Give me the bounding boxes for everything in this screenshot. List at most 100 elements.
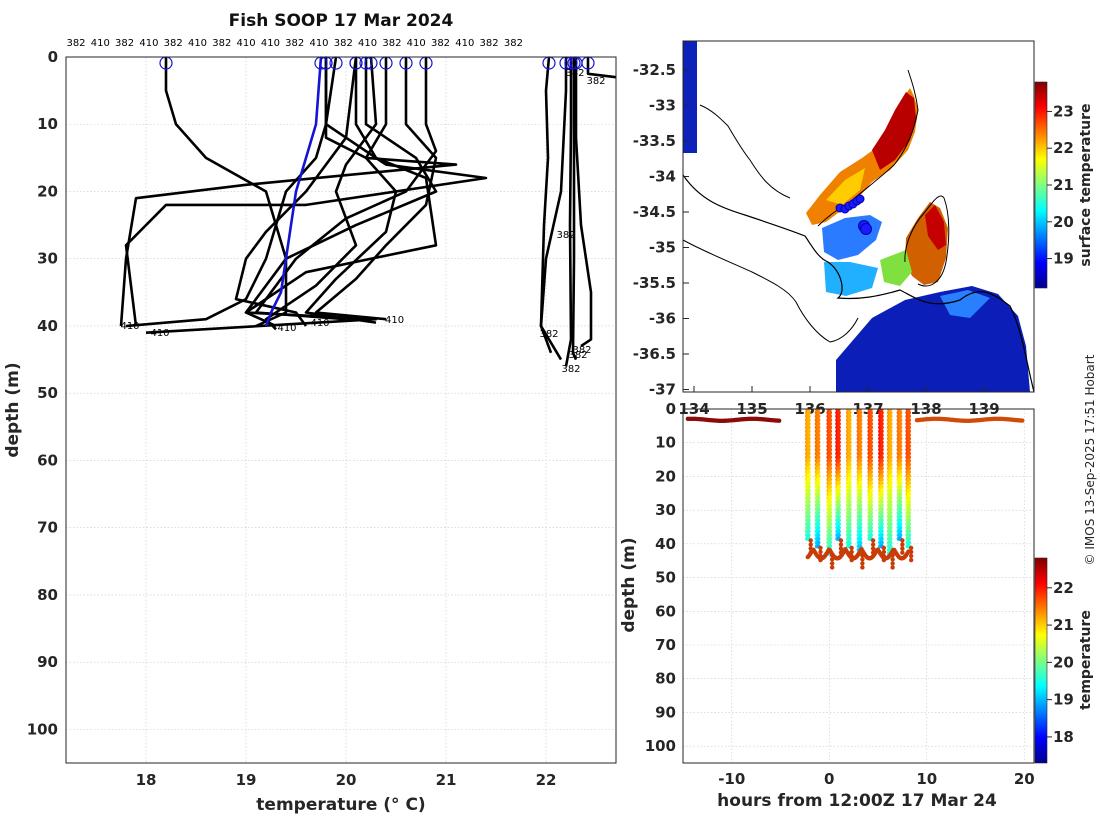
cast-point (827, 410, 833, 415)
cast-point (816, 484, 821, 489)
cast-point (868, 443, 874, 449)
cast-point (847, 540, 852, 545)
cast-point (847, 462, 852, 467)
cast-point (898, 503, 903, 508)
cast-point (836, 477, 841, 482)
cast-point (806, 492, 811, 497)
time-depth-axes-box (682, 408, 1035, 764)
profile-y-tick-50: 50 (37, 384, 58, 402)
cast-point (858, 451, 863, 456)
cast-point (806, 432, 811, 438)
cast-point (827, 525, 833, 530)
map-station-7 (860, 223, 872, 235)
cast-point (827, 455, 833, 460)
cast-point (879, 455, 884, 460)
west-cold-strip (683, 41, 697, 153)
cast-point (898, 440, 903, 445)
cast-point (816, 409, 821, 412)
cast-point (827, 521, 833, 527)
cast-point (827, 436, 833, 441)
cast-point (868, 507, 874, 512)
cast-point (898, 421, 903, 426)
cast-point (806, 481, 811, 486)
cast-point (847, 532, 852, 538)
cast-point (806, 414, 811, 419)
cast-point (847, 443, 852, 449)
cast-point (827, 492, 833, 497)
cast-point (879, 409, 884, 412)
cast-point (898, 510, 903, 515)
cast-point (836, 436, 841, 441)
cast-point (906, 425, 912, 430)
cast-point (816, 425, 821, 430)
cast-point (836, 455, 841, 460)
cast-point (806, 410, 811, 415)
cast-point (816, 440, 821, 445)
map-colorbar-label: surface temperature (1078, 103, 1094, 266)
cast-point (816, 414, 821, 419)
cast-point (868, 451, 874, 456)
cast-point (858, 536, 863, 541)
cast-point (836, 507, 841, 512)
bottom-trace-point (906, 549, 911, 554)
cast-point (858, 484, 863, 489)
cast-point (888, 447, 893, 452)
cast-point (827, 544, 833, 549)
cast-point (806, 451, 811, 456)
cast-point (858, 414, 863, 419)
cast-point (868, 477, 874, 482)
profile-end-label-5: 382 (556, 230, 575, 241)
colorbar-tick-19: 19 (1053, 691, 1074, 709)
cast-point (879, 525, 884, 530)
cast-point (847, 410, 852, 415)
coastline-west (699, 104, 791, 199)
colorbar-tick-20: 20 (1053, 213, 1074, 231)
bottom-point (870, 542, 876, 547)
profile-line-7 (314, 57, 438, 321)
cast-point (858, 521, 863, 527)
cast-point (898, 469, 903, 475)
cast-point (858, 466, 863, 471)
map-y-tick--35.5: -35.5 (633, 274, 676, 292)
cast-point (898, 488, 903, 493)
cast-point (906, 414, 912, 419)
cast-point (806, 429, 811, 434)
cast-point (858, 447, 863, 452)
cast-point (906, 443, 912, 449)
cast-point (827, 451, 833, 456)
time-depth-x-tick--10: -10 (718, 770, 745, 788)
bottom-point (860, 557, 865, 562)
cast-point (879, 518, 884, 523)
cast-point (858, 503, 863, 508)
profile-end-label-10: 382 (565, 68, 584, 79)
cast-point (816, 458, 821, 464)
coastline-st-vincent (904, 195, 950, 287)
cast-point (827, 469, 833, 475)
cast-point (858, 462, 863, 467)
cast-point (827, 409, 833, 412)
cast-point (868, 466, 874, 471)
profile-end-label-7: 382 (572, 345, 591, 356)
cast-point (827, 425, 833, 430)
cast-point (806, 458, 811, 464)
time-depth-y-tick-50: 50 (655, 569, 676, 587)
cast-point (858, 510, 863, 515)
cast-point (868, 484, 874, 489)
cast-point (847, 514, 852, 519)
cast-point (906, 473, 912, 478)
cast-point (879, 436, 884, 441)
profile-line-1 (125, 57, 328, 328)
time-depth-y-ticks: 0 10 20 30 40 50 60 70 80 90 100 (645, 400, 676, 755)
cast-point (868, 514, 874, 519)
cast-point (898, 521, 903, 527)
cast-point (906, 525, 912, 530)
map-y-tick--34: -34 (649, 168, 676, 186)
cast-point (888, 488, 893, 493)
cast-point (827, 518, 833, 523)
map-y-tick--33: -33 (649, 97, 676, 115)
profile-y-tick-90: 90 (37, 653, 58, 671)
cast-point (858, 525, 863, 530)
time-depth-x-label: hours from 12:00Z 17 Mar 24 (717, 791, 997, 811)
colorbar-tick-22: 22 (1053, 139, 1074, 157)
